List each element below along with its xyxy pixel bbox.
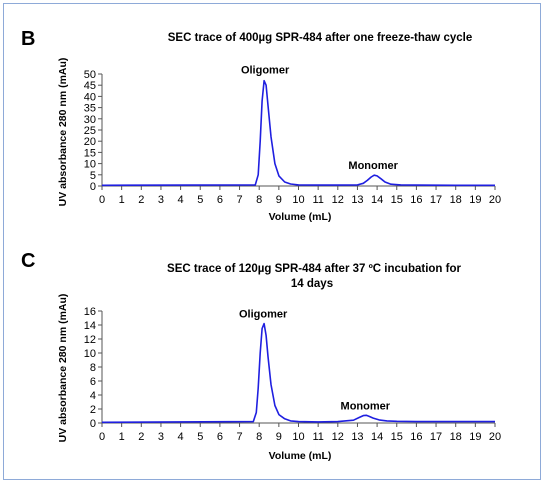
chart-b-x-tick-label: 10 [292, 194, 304, 206]
panel-letter-c: C [21, 250, 35, 272]
chart-c-y-tick-label: 14 [84, 320, 96, 332]
chart-c-x-tick-label: 2 [138, 431, 144, 443]
chart-b-y-tick-label: 10 [84, 159, 96, 171]
chart-b-x-tick-label: 0 [99, 194, 105, 206]
chart-b-y-tick-label: 25 [84, 125, 96, 137]
chart-c-x-tick-label: 7 [236, 431, 242, 443]
chart-b-x-tick-label: 4 [178, 194, 184, 206]
chart-b-x-tick-label: 20 [489, 194, 501, 206]
chart-c-x-tick-label: 13 [351, 431, 363, 443]
panel-letter-b: B [21, 28, 35, 50]
chart-c-y-tick-label: 0 [90, 418, 96, 430]
chart-b-x-tick-label: 1 [119, 194, 125, 206]
chart-c-xlabel: Volume (mL) [269, 450, 332, 462]
chart-c-x-tick-label: 17 [430, 431, 442, 443]
chart-b-x-tick-label: 14 [371, 194, 383, 206]
chart-c-x-tick-label: 14 [371, 431, 383, 443]
chart-c-x-tick-label: 1 [119, 431, 125, 443]
chart-c-x-tick-label: 10 [292, 431, 304, 443]
figure-frame: B SEC trace of 400µg SPR-484 after one f… [3, 3, 541, 480]
chart-c-annotation-monomer: Monomer [341, 400, 391, 412]
chart-c-title-line-1: SEC trace of 120µg SPR-484 after 37 ºC i… [167, 263, 461, 275]
chart-c-x-tick-label: 4 [178, 431, 184, 443]
chart-c-y-tick-label: 10 [84, 348, 96, 360]
chart-b-y-tick-label: 35 [84, 103, 96, 115]
chart-b-x-tick-label: 18 [450, 194, 462, 206]
chart-c-x-tick-label: 16 [410, 431, 422, 443]
chart-c-x-tick-label: 6 [217, 431, 223, 443]
chart-c-y-tick-label: 16 [84, 306, 96, 318]
chart-c-trace-line [101, 322, 495, 424]
chart-b-xlabel: Volume (mL) [269, 211, 332, 223]
chart-c-x-tick-label: 15 [391, 431, 403, 443]
chart-b-y-tick-label: 15 [84, 147, 96, 159]
chart-c-x-tick-label: 5 [197, 431, 203, 443]
chart-c-x-tick-label: 11 [312, 431, 323, 443]
chart-c-y-tick-label: 4 [90, 390, 96, 402]
chart-c-y-tick-label: 8 [90, 362, 96, 374]
chart-c-y-tick-label: 2 [90, 404, 96, 416]
chart-b-y-tick-label: 40 [84, 91, 96, 103]
chart-b-x-tick-label: 19 [469, 194, 481, 206]
chart-c-x-tick-label: 9 [276, 431, 282, 443]
chart-b-x-tick-label: 12 [332, 194, 344, 206]
chart-c-annotation-oligomer: Oligomer [239, 309, 288, 321]
chart-b-x-tick-label: 5 [197, 194, 203, 206]
chart-c-x-tick-label: 12 [332, 431, 344, 443]
chart-b-trace-line [101, 79, 495, 187]
chart-b-x-tick-label: 3 [158, 194, 164, 206]
chart-b-x-tick-label: 17 [430, 194, 442, 206]
chart-b-y-tick-label: 5 [90, 170, 96, 182]
chart-b-x-tick-label: 9 [276, 194, 282, 206]
chart-c-y-tick-label: 6 [90, 376, 96, 388]
chart-b-x-tick-label: 7 [236, 194, 242, 206]
chart-c-y-tick-label: 12 [84, 334, 96, 346]
figure-canvas: B SEC trace of 400µg SPR-484 after one f… [21, 28, 501, 462]
chart-b-annotation-oligomer: Oligomer [241, 65, 290, 77]
chart-b-x-tick-label: 2 [138, 194, 144, 206]
chart-c-x-tick-label: 20 [489, 431, 501, 443]
chart-b-x-tick-label: 13 [351, 194, 363, 206]
chart-b-title: SEC trace of 400µg SPR-484 after one fre… [168, 32, 472, 44]
chart-b-y-tick-label: 30 [84, 114, 96, 126]
chart-c-x-tick-label: 8 [256, 431, 262, 443]
chart-b-y-tick-label: 0 [90, 181, 96, 193]
chart-c-x-tick-label: 0 [99, 431, 105, 443]
chart-b-x-tick-label: 11 [312, 194, 323, 206]
chart-b-y-tick-label: 50 [84, 69, 96, 81]
chart-b-x-tick-label: 16 [410, 194, 422, 206]
chart-b-ylabel: UV absorbance 280 nm (mAu) [57, 58, 69, 207]
chart-c-x-tick-label: 18 [450, 431, 462, 443]
chart-b-x-tick-label: 8 [256, 194, 262, 206]
chart-b-x-tick-label: 15 [391, 194, 403, 206]
chart-c-x-tick-label: 3 [158, 431, 164, 443]
chart-b-annotation-monomer: Monomer [348, 160, 398, 172]
chart-b-x-tick-label: 6 [217, 194, 223, 206]
chart-c-title-line-2: 14 days [291, 278, 333, 290]
chart-c-ylabel: UV absorbance 280 nm (mAu) [57, 294, 69, 443]
chart-c-x-tick-label: 19 [469, 431, 481, 443]
chart-b-y-tick-label: 45 [84, 80, 96, 92]
chart-b-y-tick-label: 20 [84, 136, 96, 148]
